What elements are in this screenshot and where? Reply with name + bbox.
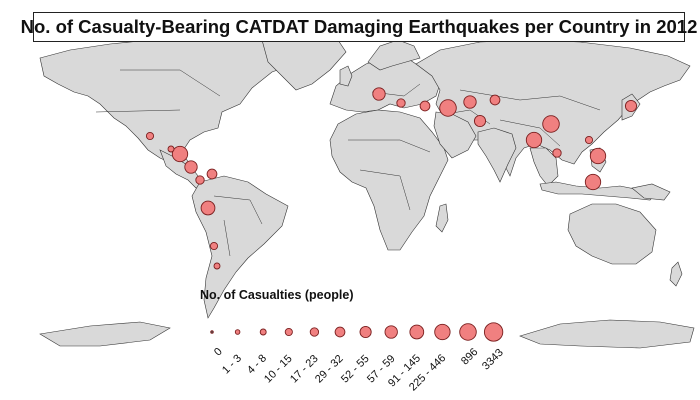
border-line bbox=[459, 89, 601, 111]
earthquake-marker bbox=[195, 175, 205, 185]
map-title-box: No. of Casualty-Bearing CATDAT Damaging … bbox=[21, 12, 697, 42]
earthquake-marker bbox=[171, 145, 189, 163]
landmass-south-america bbox=[191, 175, 289, 319]
landmass-new-guinea bbox=[631, 183, 671, 201]
border-line bbox=[348, 139, 431, 153]
earthquake-markers bbox=[145, 87, 638, 270]
landmass-southeast-asia bbox=[529, 147, 559, 187]
earthquake-marker bbox=[624, 99, 638, 113]
earthquake-marker bbox=[439, 99, 457, 117]
landmass-greenland bbox=[261, 37, 347, 91]
earthquake-marker bbox=[200, 200, 216, 216]
legend-symbol bbox=[284, 327, 293, 337]
earthquake-marker bbox=[525, 131, 543, 149]
landmass-india bbox=[477, 127, 517, 183]
landmass-british-isles bbox=[339, 65, 353, 87]
earthquake-marker bbox=[473, 114, 487, 128]
earthquake-marker bbox=[584, 135, 594, 145]
earthquake-marker bbox=[145, 131, 155, 141]
earthquake-marker bbox=[209, 241, 219, 251]
map-title: No. of Casualty-Bearing CATDAT Damaging … bbox=[20, 16, 698, 37]
landmass-antarctica-east bbox=[519, 319, 695, 349]
landmass-arabia bbox=[433, 111, 477, 159]
landmass-new-zealand bbox=[669, 261, 683, 287]
legend-symbol bbox=[409, 324, 425, 340]
legend-symbol bbox=[334, 326, 346, 338]
legend-symbol bbox=[210, 330, 214, 334]
border-line bbox=[223, 219, 231, 257]
border-line bbox=[359, 169, 411, 211]
border-line bbox=[95, 109, 181, 113]
earthquake-marker bbox=[463, 95, 477, 109]
earthquake-marker bbox=[213, 262, 221, 270]
land-masses bbox=[39, 35, 695, 349]
legend-symbol bbox=[384, 325, 398, 339]
legend-symbol bbox=[359, 325, 372, 339]
landmass-antarctica-west bbox=[39, 321, 171, 347]
legend-symbol bbox=[234, 329, 241, 335]
legend-symbol bbox=[434, 323, 451, 341]
border-line bbox=[213, 195, 263, 225]
landmass-africa bbox=[329, 109, 449, 251]
legend-symbol bbox=[309, 327, 320, 337]
earthquake-marker bbox=[542, 115, 560, 133]
legend-symbol bbox=[483, 322, 504, 342]
earthquake-marker bbox=[396, 98, 406, 108]
earthquake-marker bbox=[589, 147, 607, 165]
earthquake-marker bbox=[206, 168, 218, 180]
border-line bbox=[499, 119, 561, 147]
legend-symbols bbox=[210, 322, 504, 342]
earthquake-marker bbox=[419, 100, 431, 112]
earthquake-marker bbox=[167, 145, 175, 153]
earthquake-marker bbox=[584, 173, 602, 191]
landmass-madagascar bbox=[435, 203, 449, 233]
landmass-scandinavia bbox=[367, 39, 421, 71]
earthquake-marker bbox=[552, 148, 562, 158]
legend-title: No. of Casualties (people) bbox=[200, 288, 354, 302]
legend-symbol bbox=[259, 328, 267, 336]
legend-symbol bbox=[459, 323, 477, 341]
landmass-australia bbox=[567, 203, 657, 265]
earthquake-marker bbox=[372, 87, 386, 101]
earthquake-marker bbox=[184, 160, 198, 174]
earthquake-marker bbox=[489, 94, 501, 106]
border-line bbox=[120, 69, 221, 97]
